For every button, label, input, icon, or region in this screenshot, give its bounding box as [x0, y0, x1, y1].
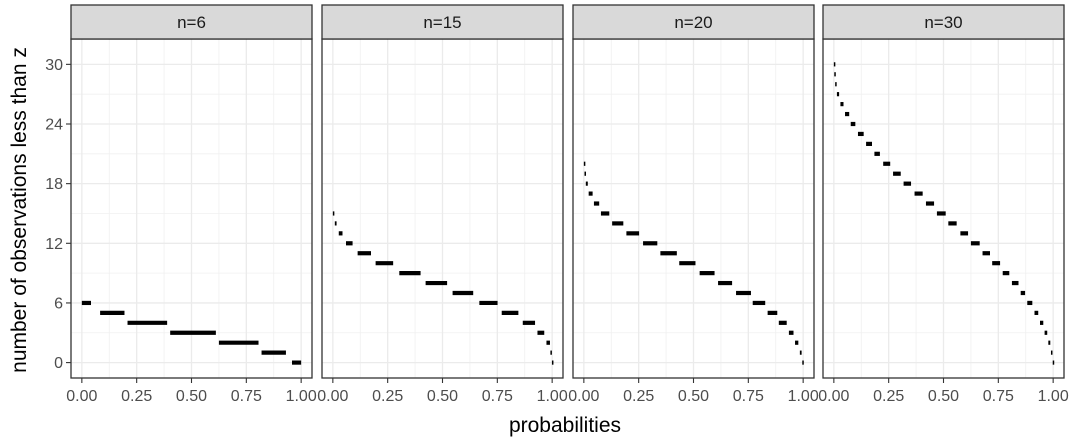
x-tick-label: 1.00 [537, 388, 568, 405]
x-tick-label: 1.00 [788, 388, 819, 405]
x-tick-label: 0.00 [317, 388, 348, 405]
facet-strip-label: n=20 [674, 13, 712, 32]
y-tick-label: 24 [45, 116, 63, 133]
x-tick-label: 0.75 [733, 388, 764, 405]
y-tick-label: 30 [45, 57, 63, 74]
x-tick-label: 0.50 [427, 388, 458, 405]
x-tick-label: 0.25 [121, 388, 152, 405]
facet-strip-label: n=15 [423, 13, 461, 32]
x-tick-label: 0.25 [873, 388, 904, 405]
facet-strip [572, 4, 815, 40]
x-tick-label: 0.75 [231, 388, 262, 405]
y-tick-label: 18 [45, 176, 63, 193]
x-tick-label: 1.00 [286, 388, 317, 405]
x-tick-label: 0.50 [928, 388, 959, 405]
facet-strip-label: n=6 [177, 13, 206, 32]
facet-strip [822, 4, 1065, 40]
y-tick-label: 12 [45, 236, 63, 253]
x-tick-label: 0.50 [176, 388, 207, 405]
y-axis-title: number of observations less than z [8, 47, 31, 373]
x-tick-label: 0.25 [372, 388, 403, 405]
x-tick-label: 0.00 [66, 388, 97, 405]
x-tick-label: 0.00 [818, 388, 849, 405]
x-tick-label: 0.75 [983, 388, 1014, 405]
panel-n-30: n=30 0.00 0.25 0.50 0.75 1.00 [818, 4, 1069, 405]
y-axis: 0 6 12 18 24 30 [45, 57, 71, 372]
x-tick-label: 0.50 [678, 388, 709, 405]
x-tick-label: 0.25 [623, 388, 654, 405]
y-tick-label: 6 [54, 295, 63, 312]
y-tick-label: 0 [54, 355, 63, 372]
x-tick-label: 0.75 [482, 388, 513, 405]
panel-n-15: n=15 0.00 0.25 0.50 0.75 1.00 [317, 4, 568, 405]
facet-strip [70, 4, 313, 40]
panels-layer: n=6 0.00 0.25 0.50 0.75 1.00 n=15 0.00 0.25 0.50 0… [66, 4, 1069, 405]
facet-strip-label: n=30 [924, 13, 962, 32]
x-tick-label: 0.00 [568, 388, 599, 405]
panel-n-20: n=20 0.00 0.25 0.50 0.75 1.00 [568, 4, 819, 405]
panel-n-6: n=6 0.00 0.25 0.50 0.75 1.00 [66, 4, 317, 405]
x-tick-label: 1.00 [1038, 388, 1069, 405]
facet-strip [321, 4, 564, 40]
x-axis-title: probabilities [509, 414, 621, 437]
